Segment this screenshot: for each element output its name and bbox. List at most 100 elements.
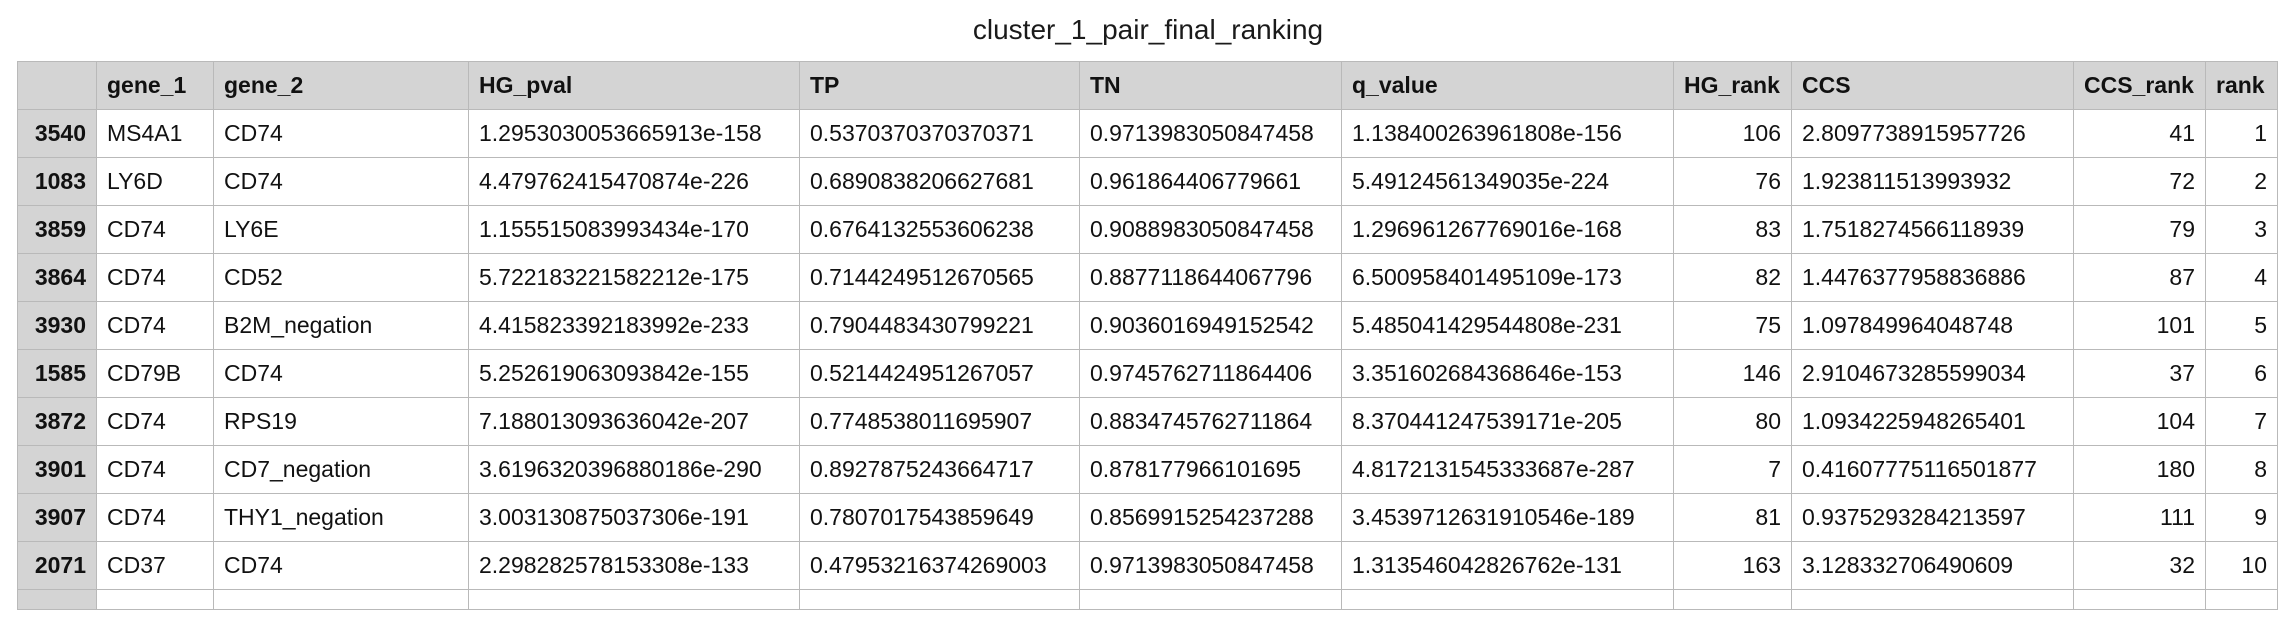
header-rank[interactable]: rank	[2205, 61, 2278, 110]
cell-ccs-rank[interactable]: 104	[2073, 397, 2206, 446]
cell-hg-pval[interactable]: 2.298282578153308e-133	[468, 541, 800, 590]
cell-hg-rank[interactable]: 163	[1673, 541, 1792, 590]
cell-hg-pval[interactable]: 1.155515083993434e-170	[468, 205, 800, 254]
cell-rank[interactable]: 1	[2205, 109, 2278, 158]
cell-q-value[interactable]: 8.370441247539171e-205	[1341, 397, 1674, 446]
cell-hg-pval[interactable]: 4.415823392183992e-233	[468, 301, 800, 350]
cell-hg-rank[interactable]: 7	[1673, 445, 1792, 494]
cell-tp[interactable]	[799, 589, 1080, 610]
cell-row-index[interactable]: 3907	[17, 493, 97, 542]
cell-gene-2[interactable]	[213, 589, 469, 610]
cell-q-value[interactable]: 1.296961267769016e-168	[1341, 205, 1674, 254]
header-ccs[interactable]: CCS	[1791, 61, 2074, 110]
cell-ccs[interactable]: 0.41607775116501877	[1791, 445, 2074, 494]
cell-ccs[interactable]: 3.128332706490609	[1791, 541, 2074, 590]
cell-tn[interactable]: 0.878177966101695	[1079, 445, 1342, 494]
cell-rank[interactable]: 3	[2205, 205, 2278, 254]
cell-row-index[interactable]: 3859	[17, 205, 97, 254]
cell-tp[interactable]: 0.7748538011695907	[799, 397, 1080, 446]
header-gene-1[interactable]: gene_1	[96, 61, 214, 110]
table-row[interactable]: 3930 CD74 B2M_negation 4.415823392183992e-2…	[17, 301, 2278, 350]
cell-tp[interactable]: 0.6764132553606238	[799, 205, 1080, 254]
cell-hg-rank[interactable]: 80	[1673, 397, 1792, 446]
cell-tn[interactable]: 0.9088983050847458	[1079, 205, 1342, 254]
cell-ccs-rank[interactable]: 87	[2073, 253, 2206, 302]
cell-gene-2[interactable]: B2M_negation	[213, 301, 469, 350]
cell-gene-1[interactable]: MS4A1	[96, 109, 214, 158]
cell-tp[interactable]: 0.7144249512670565	[799, 253, 1080, 302]
cell-q-value[interactable]: 4.8172131545333687e-287	[1341, 445, 1674, 494]
cell-tn[interactable]: 0.9713983050847458	[1079, 541, 1342, 590]
cell-tp[interactable]: 0.6890838206627681	[799, 157, 1080, 206]
cell-q-value[interactable]: 3.4539712631910546e-189	[1341, 493, 1674, 542]
cell-gene-2[interactable]: RPS19	[213, 397, 469, 446]
table-row[interactable]: 3901 CD74 CD7_negation 3.6196320396880186e-…	[17, 445, 2278, 494]
cell-ccs-rank[interactable]: 41	[2073, 109, 2206, 158]
table-row[interactable]: 3872 CD74 RPS19 7.188013093636042e-207 0.774…	[17, 397, 2278, 446]
table-row[interactable]: 3859 CD74 LY6E 1.155515083993434e-170 0.6764…	[17, 205, 2278, 254]
table-row[interactable]: 2071 CD37 CD74 2.298282578153308e-133 0.4795…	[17, 541, 2278, 590]
cell-rank[interactable]: 6	[2205, 349, 2278, 398]
cell-ccs-rank[interactable]: 37	[2073, 349, 2206, 398]
cell-ccs-rank[interactable]: 32	[2073, 541, 2206, 590]
cell-rank[interactable]	[2205, 589, 2278, 610]
cell-hg-pval[interactable]: 5.252619063093842e-155	[468, 349, 800, 398]
cell-row-index[interactable]: 3540	[17, 109, 97, 158]
header-hg-pval[interactable]: HG_pval	[468, 61, 800, 110]
table-row[interactable]: 1585 CD79B CD74 5.252619063093842e-155 0.521…	[17, 349, 2278, 398]
cell-tn[interactable]: 0.9713983050847458	[1079, 109, 1342, 158]
cell-row-index[interactable]: 3872	[17, 397, 97, 446]
cell-gene-2[interactable]: CD74	[213, 349, 469, 398]
cell-tn[interactable]: 0.8569915254237288	[1079, 493, 1342, 542]
cell-ccs-rank[interactable]	[2073, 589, 2206, 610]
cell-hg-pval[interactable]: 4.479762415470874e-226	[468, 157, 800, 206]
cell-gene-2[interactable]: LY6E	[213, 205, 469, 254]
cell-gene-1[interactable]: CD74	[96, 253, 214, 302]
cell-gene-2[interactable]: CD74	[213, 157, 469, 206]
cell-rank[interactable]: 5	[2205, 301, 2278, 350]
cell-rank[interactable]: 9	[2205, 493, 2278, 542]
cell-tp[interactable]: 0.5214424951267057	[799, 349, 1080, 398]
table-row-partial[interactable]	[17, 589, 2278, 610]
header-tp[interactable]: TP	[799, 61, 1080, 110]
cell-hg-pval[interactable]	[468, 589, 800, 610]
cell-gene-2[interactable]: CD52	[213, 253, 469, 302]
cell-ccs[interactable]	[1791, 589, 2074, 610]
cell-tn[interactable]: 0.9745762711864406	[1079, 349, 1342, 398]
cell-ccs[interactable]: 1.097849964048748	[1791, 301, 2074, 350]
header-q-value[interactable]: q_value	[1341, 61, 1674, 110]
table-row[interactable]: 3907 CD74 THY1_negation 3.003130875037306e-…	[17, 493, 2278, 542]
cell-rank[interactable]: 2	[2205, 157, 2278, 206]
cell-q-value[interactable]: 5.485041429544808e-231	[1341, 301, 1674, 350]
cell-ccs[interactable]: 1.7518274566118939	[1791, 205, 2074, 254]
cell-tn[interactable]: 0.8834745762711864	[1079, 397, 1342, 446]
cell-ccs[interactable]: 1.4476377958836886	[1791, 253, 2074, 302]
cell-gene-1[interactable]: CD79B	[96, 349, 214, 398]
cell-gene-1[interactable]: CD74	[96, 493, 214, 542]
header-ccs-rank[interactable]: CCS_rank	[2073, 61, 2206, 110]
cell-ccs-rank[interactable]: 180	[2073, 445, 2206, 494]
cell-rank[interactable]: 10	[2205, 541, 2278, 590]
cell-ccs[interactable]: 1.923811513993932	[1791, 157, 2074, 206]
cell-q-value[interactable]: 1.313546042826762e-131	[1341, 541, 1674, 590]
cell-hg-rank[interactable]: 81	[1673, 493, 1792, 542]
cell-ccs[interactable]: 2.9104673285599034	[1791, 349, 2074, 398]
header-hg-rank[interactable]: HG_rank	[1673, 61, 1792, 110]
cell-tp[interactable]: 0.7807017543859649	[799, 493, 1080, 542]
cell-hg-rank[interactable]: 76	[1673, 157, 1792, 206]
table-row[interactable]: 3864 CD74 CD52 5.722183221582212e-175 0.7144…	[17, 253, 2278, 302]
cell-row-index[interactable]: 1083	[17, 157, 97, 206]
cell-gene-1[interactable]: CD74	[96, 301, 214, 350]
cell-tn[interactable]: 0.9036016949152542	[1079, 301, 1342, 350]
cell-tp[interactable]: 0.5370370370370371	[799, 109, 1080, 158]
cell-tn[interactable]	[1079, 589, 1342, 610]
cell-row-index[interactable]: 2071	[17, 541, 97, 590]
cell-hg-rank[interactable]: 75	[1673, 301, 1792, 350]
cell-tn[interactable]: 0.8877118644067796	[1079, 253, 1342, 302]
cell-row-index[interactable]: 3930	[17, 301, 97, 350]
cell-q-value[interactable]: 3.351602684368646e-153	[1341, 349, 1674, 398]
cell-hg-rank[interactable]: 106	[1673, 109, 1792, 158]
cell-row-index[interactable]	[17, 589, 97, 610]
cell-q-value[interactable]: 6.500958401495109e-173	[1341, 253, 1674, 302]
cell-ccs-rank[interactable]: 72	[2073, 157, 2206, 206]
